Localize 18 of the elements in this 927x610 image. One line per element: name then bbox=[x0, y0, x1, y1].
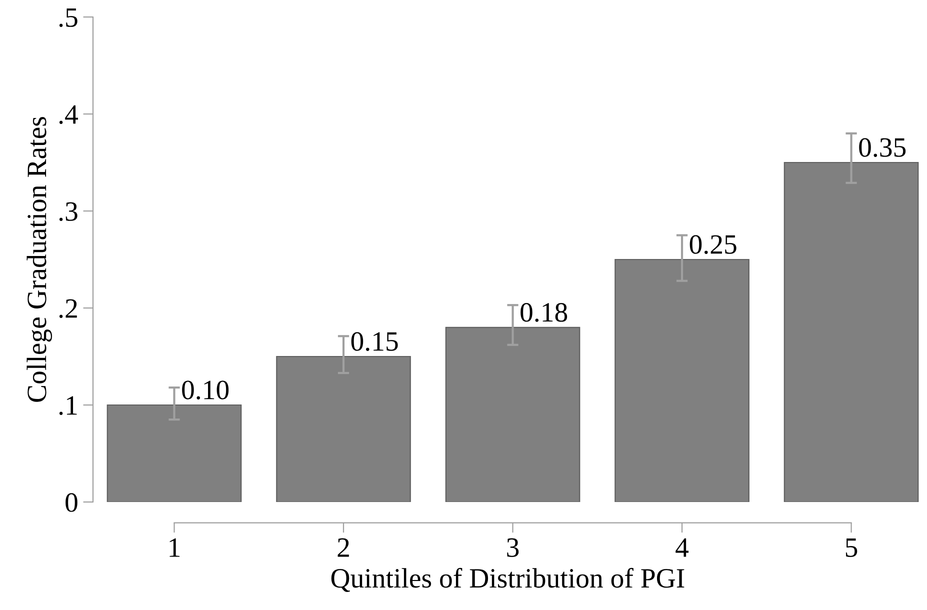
y-tick-label: .3 bbox=[59, 202, 78, 222]
x-tick-label: 2 bbox=[338, 538, 349, 557]
y-tick-label: 0 bbox=[66, 493, 78, 512]
x-axis-title: Quintiles of Distribution of PGI bbox=[331, 568, 684, 592]
x-tick-label: 4 bbox=[676, 538, 689, 557]
x-tick-label: 3 bbox=[507, 538, 519, 557]
y-tick-label: .1 bbox=[59, 396, 77, 416]
data-label: 0.25 bbox=[690, 235, 736, 254]
data-label: 0.35 bbox=[859, 138, 906, 157]
x-tick-label: 5 bbox=[846, 538, 858, 557]
y-tick-label: .5 bbox=[59, 8, 78, 28]
data-label: 0.10 bbox=[182, 380, 229, 400]
x-tick-label: 1 bbox=[170, 538, 180, 557]
y-tick-label: .2 bbox=[59, 299, 77, 318]
data-label: 0.15 bbox=[351, 332, 398, 351]
y-axis-title: College Graduation Rates bbox=[26, 117, 52, 402]
y-tick-label: .4 bbox=[59, 105, 78, 124]
data-label: 0.18 bbox=[520, 303, 568, 322]
